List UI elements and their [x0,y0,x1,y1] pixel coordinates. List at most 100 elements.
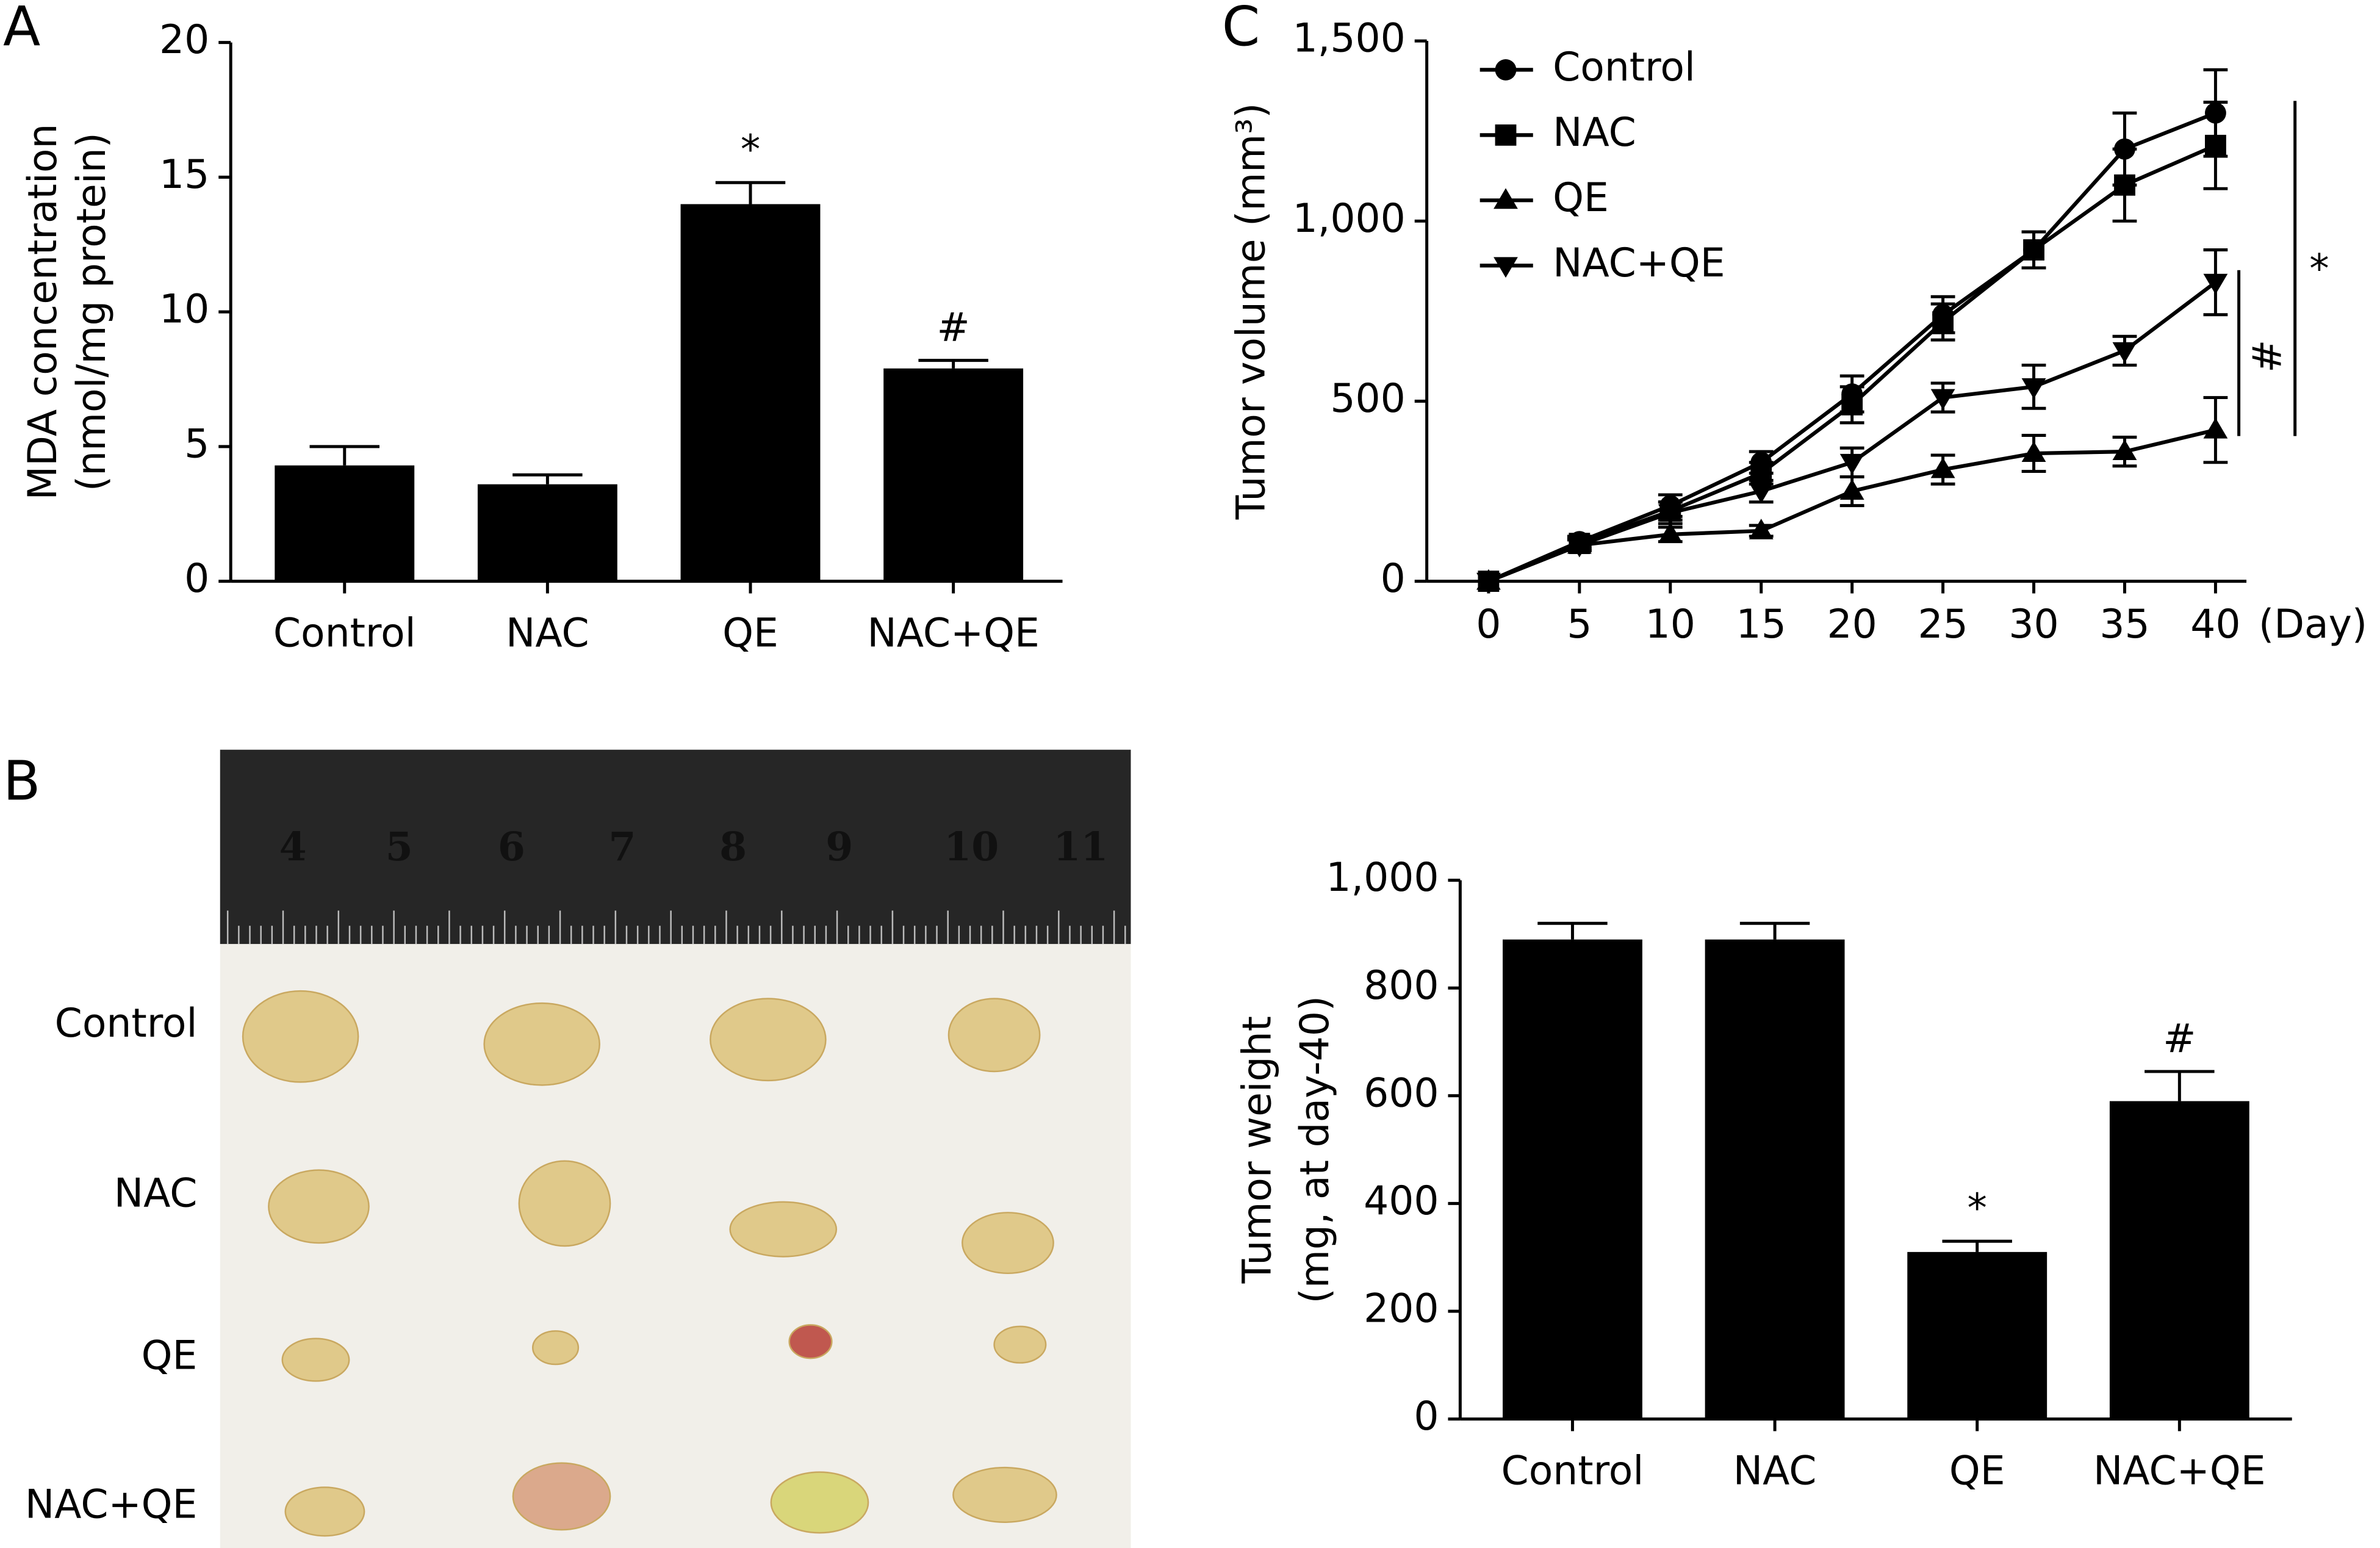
x-tick-label: 20 [1827,602,1877,647]
tumor [952,1466,1057,1523]
ruler-number: 9 [825,824,853,870]
photo: 4 5 6 7 8 9 10 11 Control NAC QE NAC+QE [25,749,1131,1548]
tumor [710,998,827,1082]
legend-label: Control [1553,45,1695,90]
marker [1839,453,1864,475]
bar [1705,939,1845,1419]
ruler-number: 6 [498,824,525,870]
annotation: * [1968,1186,1987,1231]
y-tick-label: 0 [1414,1394,1439,1439]
x-tick-label: 30 [2008,602,2058,647]
marker [1932,311,1954,333]
y-tick-label: 800 [1364,963,1439,1009]
marker [1658,504,1683,525]
ruler-number: 10 [944,824,999,870]
x-tick-label: 25 [1918,602,1968,647]
tumor [483,1002,600,1086]
panel-label: C [1222,0,1260,59]
row-label: Control [55,1001,198,1046]
tumor [947,998,1041,1073]
y-tick-label: 15 [159,152,209,198]
marker [1749,519,1774,539]
tumor [962,1212,1054,1275]
ruler-number: 5 [386,824,413,870]
annotation: * [2309,247,2329,292]
x-axis-label: (Day) [2259,602,2367,647]
y-tick-label: 1,000 [1326,855,1439,901]
y-axis-label: MDA concentration [20,124,66,500]
marker [2205,134,2226,156]
ruler-number: 4 [279,824,307,870]
x-tick-label: QE [1949,1449,2005,1494]
y-tick-label: 0 [1381,556,1406,602]
bar [1907,1251,2047,1419]
x-tick-label: Control [273,611,416,657]
y-axis-label: Tumor volume (mm³) [1229,103,1274,520]
panel-label: A [3,0,40,59]
annotation: # [937,304,970,350]
ruler-number: 7 [609,824,636,870]
marker [1749,483,1774,503]
x-tick-label: NAC [506,611,589,657]
y-axis-label: (mg, at day-40) [1292,996,1338,1303]
y-tick-label: 1,000 [1293,196,1406,242]
row-label: QE [142,1333,198,1379]
ruler-number: 11 [1053,824,1108,870]
panel-label: B [3,749,40,813]
y-tick-label: 1,500 [1293,16,1406,62]
y-axis-label: (nmol/mg protein) [69,132,115,491]
annotation: # [2163,1016,2196,1062]
tumors [242,990,1057,1537]
x-tick-label: NAC [1733,1449,1817,1494]
marker [1839,479,1864,500]
marker [1494,257,1518,278]
x-tick-label: 40 [2190,602,2240,647]
y-tick-label: 5 [184,421,209,467]
marker [1494,188,1518,209]
legend-label: QE [1553,175,1609,221]
tumor [512,1462,611,1531]
marker [1567,536,1592,558]
y-tick-label: 600 [1364,1070,1439,1116]
marker [1841,394,1863,416]
marker [2023,239,2044,261]
x-tick-label: NAC+QE [2093,1449,2266,1494]
y-tick-label: 200 [1364,1286,1439,1332]
tumor [281,1337,350,1382]
marker [2203,273,2228,295]
x-tick-label: Control [1501,1449,1644,1494]
y-tick-label: 0 [184,556,209,602]
bar [1503,939,1642,1419]
annotation: * [741,127,760,173]
legend-label: NAC [1553,110,1636,156]
tumor [729,1201,838,1258]
marker [2203,417,2228,439]
x-tick-label: NAC+QE [867,611,1040,657]
y-tick-label: 20 [159,17,209,63]
y-tick-label: 400 [1364,1178,1439,1224]
ruler [220,749,1131,945]
x-tick-label: 35 [2099,602,2149,647]
annotation: # [2243,340,2288,373]
ruler-number: 8 [719,824,747,870]
marker [2112,439,2137,461]
marker [1495,124,1517,146]
bar [2109,1101,2249,1419]
tumor [993,1325,1047,1364]
tumor [518,1160,611,1247]
tumor [770,1471,869,1534]
bar [477,484,617,581]
row-label: NAC [114,1171,198,1217]
legend-label: NAC+QE [1553,240,1725,286]
x-tick-label: 15 [1736,602,1786,647]
y-tick-label: 10 [159,287,209,333]
marker [1658,522,1683,543]
x-tick-label: 10 [1645,602,1695,647]
marker [1476,572,1501,594]
tumor [532,1330,580,1366]
row-label: NAC+QE [25,1481,198,1527]
marker [1930,389,1955,410]
y-tick-label: 500 [1330,376,1405,422]
bar [680,204,821,581]
